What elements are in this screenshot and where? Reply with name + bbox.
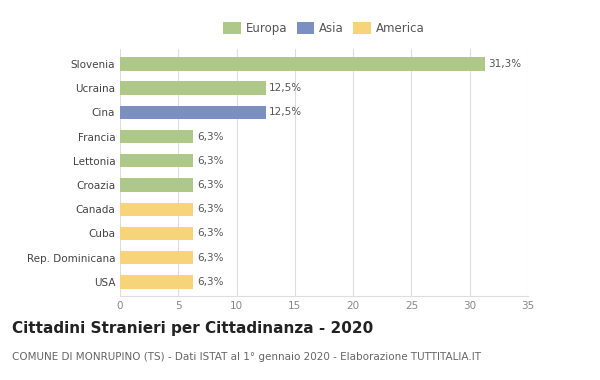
Legend: Europa, Asia, America: Europa, Asia, America bbox=[220, 19, 428, 38]
Text: Cittadini Stranieri per Cittadinanza - 2020: Cittadini Stranieri per Cittadinanza - 2… bbox=[12, 321, 373, 336]
Bar bbox=[120, 81, 266, 95]
Text: 6,3%: 6,3% bbox=[197, 204, 223, 214]
Bar bbox=[120, 275, 193, 288]
Bar bbox=[120, 178, 193, 192]
Bar bbox=[120, 57, 485, 71]
Bar bbox=[120, 227, 193, 240]
Text: 12,5%: 12,5% bbox=[269, 83, 302, 93]
Bar bbox=[120, 154, 193, 168]
Bar bbox=[120, 106, 266, 119]
Text: COMUNE DI MONRUPINO (TS) - Dati ISTAT al 1° gennaio 2020 - Elaborazione TUTTITAL: COMUNE DI MONRUPINO (TS) - Dati ISTAT al… bbox=[12, 352, 481, 361]
Text: 6,3%: 6,3% bbox=[197, 277, 223, 287]
Text: 6,3%: 6,3% bbox=[197, 180, 223, 190]
Text: 6,3%: 6,3% bbox=[197, 253, 223, 263]
Bar bbox=[120, 130, 193, 143]
Text: 31,3%: 31,3% bbox=[488, 59, 521, 69]
Bar bbox=[120, 251, 193, 264]
Text: 6,3%: 6,3% bbox=[197, 228, 223, 238]
Text: 6,3%: 6,3% bbox=[197, 131, 223, 142]
Text: 6,3%: 6,3% bbox=[197, 156, 223, 166]
Text: 12,5%: 12,5% bbox=[269, 108, 302, 117]
Bar bbox=[120, 203, 193, 216]
